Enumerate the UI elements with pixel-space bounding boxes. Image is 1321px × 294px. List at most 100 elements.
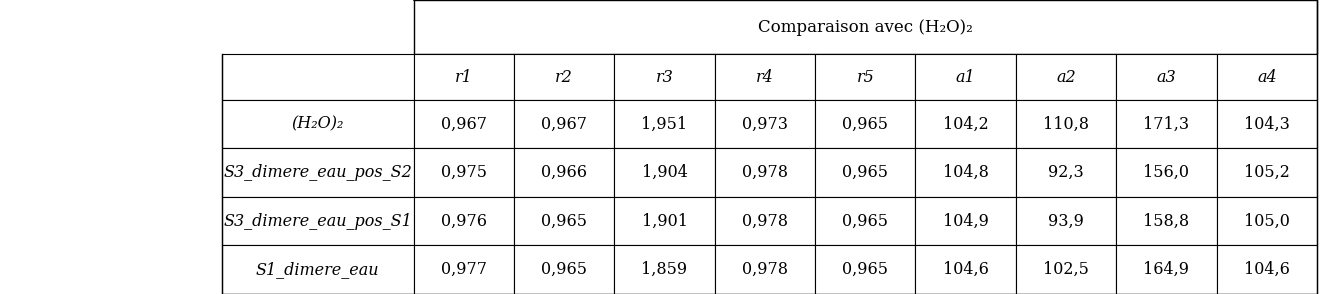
- Bar: [1217, 100, 1317, 148]
- Bar: [413, 245, 514, 294]
- Bar: [915, 100, 1016, 148]
- Bar: [715, 100, 815, 148]
- Bar: [1116, 197, 1217, 245]
- Bar: [614, 100, 715, 148]
- Bar: [614, 54, 715, 100]
- Bar: [1016, 245, 1116, 294]
- Bar: [815, 54, 915, 100]
- Bar: [222, 100, 413, 148]
- Text: 102,5: 102,5: [1044, 261, 1089, 278]
- Text: 0,965: 0,965: [843, 213, 888, 230]
- Text: 1,951: 1,951: [642, 116, 688, 133]
- Bar: [413, 148, 514, 197]
- Text: 0,978: 0,978: [742, 261, 787, 278]
- Text: 105,0: 105,0: [1244, 213, 1289, 230]
- Text: 158,8: 158,8: [1144, 213, 1189, 230]
- Bar: [1217, 197, 1317, 245]
- Text: r5: r5: [856, 69, 875, 86]
- Text: 171,3: 171,3: [1144, 116, 1189, 133]
- Bar: [222, 197, 413, 245]
- Bar: [1217, 148, 1317, 197]
- Bar: [915, 245, 1016, 294]
- Text: 0,965: 0,965: [542, 261, 587, 278]
- Bar: [715, 245, 815, 294]
- Text: r4: r4: [756, 69, 774, 86]
- Text: 164,9: 164,9: [1144, 261, 1189, 278]
- Text: 93,9: 93,9: [1048, 213, 1085, 230]
- Text: 1,904: 1,904: [642, 164, 687, 181]
- Bar: [1016, 148, 1116, 197]
- Bar: [1217, 245, 1317, 294]
- Text: (H₂O)₂: (H₂O)₂: [292, 116, 343, 133]
- Text: 0,977: 0,977: [441, 261, 486, 278]
- Bar: [413, 197, 514, 245]
- Text: 0,967: 0,967: [441, 116, 486, 133]
- Bar: [815, 100, 915, 148]
- Bar: [514, 148, 614, 197]
- Text: 104,6: 104,6: [1244, 261, 1289, 278]
- Text: r1: r1: [454, 69, 473, 86]
- Bar: [815, 148, 915, 197]
- Text: 0,967: 0,967: [542, 116, 587, 133]
- Text: 0,976: 0,976: [441, 213, 486, 230]
- Text: 1,901: 1,901: [642, 213, 687, 230]
- Text: 92,3: 92,3: [1048, 164, 1085, 181]
- Text: 1,859: 1,859: [642, 261, 688, 278]
- Bar: [1116, 54, 1217, 100]
- Text: 0,973: 0,973: [742, 116, 787, 133]
- Text: 0,978: 0,978: [742, 213, 787, 230]
- Text: S1_dimere_eau: S1_dimere_eau: [256, 261, 379, 278]
- Text: 110,8: 110,8: [1044, 116, 1089, 133]
- Bar: [715, 54, 815, 100]
- Bar: [1116, 245, 1217, 294]
- Text: 0,965: 0,965: [843, 116, 888, 133]
- Bar: [715, 148, 815, 197]
- Bar: [915, 148, 1016, 197]
- Text: 104,8: 104,8: [943, 164, 988, 181]
- Bar: [614, 197, 715, 245]
- Bar: [815, 197, 915, 245]
- Text: 105,2: 105,2: [1244, 164, 1289, 181]
- Text: a2: a2: [1057, 69, 1075, 86]
- Bar: [514, 100, 614, 148]
- Text: 0,965: 0,965: [843, 261, 888, 278]
- Bar: [1016, 100, 1116, 148]
- Bar: [715, 197, 815, 245]
- Bar: [514, 245, 614, 294]
- Bar: [514, 54, 614, 100]
- Text: 0,965: 0,965: [843, 164, 888, 181]
- Text: 104,2: 104,2: [943, 116, 988, 133]
- Bar: [1016, 197, 1116, 245]
- Bar: [222, 148, 413, 197]
- Bar: [815, 245, 915, 294]
- Text: a1: a1: [956, 69, 975, 86]
- Bar: [1016, 54, 1116, 100]
- Bar: [614, 148, 715, 197]
- Text: 0,978: 0,978: [742, 164, 787, 181]
- Text: a4: a4: [1258, 69, 1276, 86]
- Bar: [915, 197, 1016, 245]
- Text: a3: a3: [1157, 69, 1176, 86]
- Text: 104,9: 104,9: [943, 213, 988, 230]
- Bar: [915, 54, 1016, 100]
- Text: 0,966: 0,966: [542, 164, 587, 181]
- Bar: [413, 54, 514, 100]
- Text: 104,6: 104,6: [943, 261, 988, 278]
- Text: 104,3: 104,3: [1244, 116, 1289, 133]
- Text: 0,975: 0,975: [441, 164, 486, 181]
- Bar: [514, 197, 614, 245]
- Bar: [222, 54, 413, 100]
- Text: 0,965: 0,965: [542, 213, 587, 230]
- Bar: [614, 245, 715, 294]
- Bar: [1116, 148, 1217, 197]
- Text: 156,0: 156,0: [1144, 164, 1189, 181]
- Bar: [413, 100, 514, 148]
- Text: r3: r3: [655, 69, 674, 86]
- Bar: [222, 245, 413, 294]
- Bar: [1217, 54, 1317, 100]
- Bar: [1116, 100, 1217, 148]
- Text: S3_dimere_eau_pos_S1: S3_dimere_eau_pos_S1: [223, 213, 412, 230]
- Text: r2: r2: [555, 69, 573, 86]
- Text: Comparaison avec (H₂O)₂: Comparaison avec (H₂O)₂: [758, 19, 972, 36]
- Text: S3_dimere_eau_pos_S2: S3_dimere_eau_pos_S2: [223, 164, 412, 181]
